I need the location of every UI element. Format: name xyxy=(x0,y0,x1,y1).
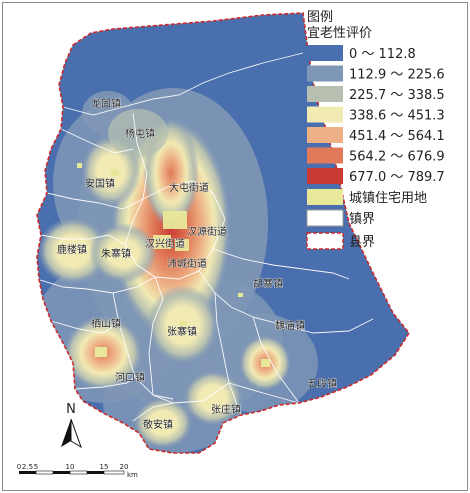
town-boundary-label: 镇界 xyxy=(349,212,375,227)
legend-class-label: 564.2 ～ 676.9 xyxy=(349,150,445,165)
town-label: 张庄镇 xyxy=(211,403,241,416)
legend-swatch xyxy=(307,168,343,184)
legend-class-7: 677.0 ～ 789.7 xyxy=(307,168,445,185)
legend-class-5: 451.4 ～ 564.1 xyxy=(307,127,445,144)
legend-class-label: 0 ～ 112.8 xyxy=(349,47,416,62)
scale-tick-label: 2.5 xyxy=(22,463,33,471)
legend-class-label: 677.0 ～ 789.7 xyxy=(349,170,445,185)
county-boundary xyxy=(36,12,410,454)
residential-swatch xyxy=(307,189,343,205)
legend-title: 图例 xyxy=(307,10,333,25)
legend-class-label: 225.7 ～ 338.5 xyxy=(349,88,445,103)
town-label: 安国镇 xyxy=(85,177,115,190)
town-label: 鹿楼镇 xyxy=(57,243,87,256)
legend-swatch xyxy=(307,86,343,102)
legend-swatch xyxy=(307,147,343,164)
town-label: 汉兴街道 xyxy=(145,237,185,250)
legend-class-4: 338.6 ～ 451.3 xyxy=(307,106,445,124)
town-label: 栖山镇 xyxy=(91,317,121,330)
county-boundary-label: 县界 xyxy=(349,235,375,250)
residential-land xyxy=(77,163,270,367)
scale-tick-label: 20 xyxy=(120,463,129,471)
town-boundaries xyxy=(37,52,374,422)
town-label: 汉源街道 xyxy=(187,225,227,238)
town-label: 龙固镇 xyxy=(91,97,121,110)
scale-tick-label: 5 xyxy=(34,463,38,471)
town-label: 胡寨镇 xyxy=(253,277,283,290)
legend-town-boundary: 镇界 xyxy=(306,209,375,227)
town-label: 沛城街道 xyxy=(167,257,207,270)
town-boundary-swatch xyxy=(306,209,344,227)
town-label: 张寨镇 xyxy=(167,325,197,338)
town-label: 河口镇 xyxy=(115,371,145,384)
town-label: 敬安镇 xyxy=(143,418,173,431)
north-label: N xyxy=(66,402,76,417)
legend-class-1: 0 ～ 112.8 xyxy=(307,45,416,62)
town-label: 朱寨镇 xyxy=(101,247,131,260)
residential-label: 城镇住宅用地 xyxy=(349,191,427,206)
legend-class-label: 451.4 ～ 564.1 xyxy=(349,129,445,144)
legend-class-3: 225.7 ～ 338.5 xyxy=(307,86,445,103)
legend-swatch xyxy=(307,106,343,123)
legend-subtitle: 宜老性评价 xyxy=(307,26,372,41)
legend-swatch xyxy=(307,45,343,61)
legend-class-label: 112.9 ～ 225.6 xyxy=(349,68,445,83)
legend: 图例 宜老性评价 0 ～ 112.8 112.9 ～ 225.6 225.7 ～ 3… xyxy=(306,10,445,250)
town-label: 五段镇 xyxy=(307,377,337,390)
scale-tick-label: 0 xyxy=(17,463,21,471)
legend-residential: 城镇住宅用地 xyxy=(307,189,427,206)
legend-class-6: 564.2 ～ 676.9 xyxy=(307,147,445,165)
legend-swatch xyxy=(307,65,343,82)
north-arrow: N xyxy=(61,402,82,449)
scale-unit: km xyxy=(127,471,138,479)
town-label: 魏庙镇 xyxy=(275,319,305,332)
town-label: 杨屯镇 xyxy=(125,127,155,140)
scale-tick-label: 10 xyxy=(66,463,75,471)
legend-class-label: 338.6 ～ 451.3 xyxy=(349,109,445,124)
county-boundary-swatch xyxy=(306,232,344,250)
scale-tick-label: 15 xyxy=(100,463,109,471)
legend-county-boundary: 县界 xyxy=(306,232,375,250)
legend-class-2: 112.9 ～ 225.6 xyxy=(307,65,445,83)
legend-swatch xyxy=(307,127,343,143)
town-label: 大屯街道 xyxy=(169,181,209,194)
